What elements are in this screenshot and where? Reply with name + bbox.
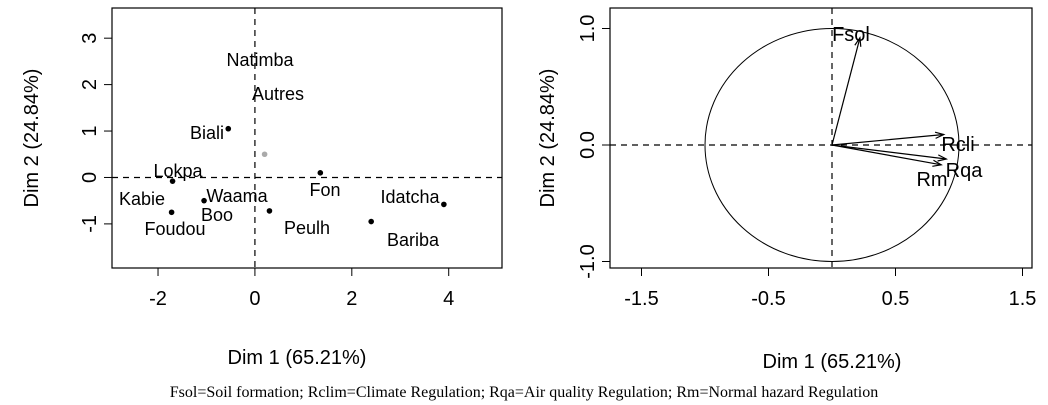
x-tick-label: 0 bbox=[249, 288, 260, 310]
plot-frame bbox=[609, 7, 1033, 269]
y-tick-label: 0.0 bbox=[577, 131, 599, 159]
point-label: Waama bbox=[206, 186, 268, 206]
x-tick-label: 2 bbox=[346, 288, 357, 310]
point-marker bbox=[169, 178, 176, 184]
y-axis-label: Dim 2 (24.84%) bbox=[21, 69, 43, 208]
y-tick-label: 3 bbox=[79, 33, 101, 44]
plot-frame bbox=[111, 7, 503, 269]
point-label: Natimba bbox=[226, 50, 294, 70]
vector-label: Rm bbox=[916, 169, 947, 191]
variable-vector bbox=[831, 133, 944, 146]
point-label: Lokpa bbox=[153, 161, 203, 181]
vector-arrowhead bbox=[932, 159, 943, 167]
point-marker bbox=[368, 218, 374, 225]
y-tick-label: 1.0 bbox=[577, 15, 599, 43]
point-marker bbox=[168, 209, 175, 216]
x-tick-label: 4 bbox=[443, 288, 454, 310]
vector-label: Fsol bbox=[832, 24, 870, 46]
vector-arrowhead bbox=[854, 36, 862, 47]
point-label: Bariba bbox=[387, 230, 440, 250]
x-tick-label: -2 bbox=[149, 288, 167, 310]
y-tick-label: 2 bbox=[79, 79, 101, 90]
x-tick-label: -1.5 bbox=[624, 288, 658, 310]
variable-vector bbox=[831, 144, 942, 166]
vector-arrowhead bbox=[934, 131, 946, 139]
point-marker bbox=[201, 197, 207, 204]
y-tick-label: 0 bbox=[79, 172, 101, 183]
point-label: Fon bbox=[309, 180, 340, 200]
point-label: Kabie bbox=[119, 189, 165, 209]
variable-vector bbox=[831, 37, 861, 146]
point-marker bbox=[261, 151, 268, 158]
vector-arrowhead bbox=[937, 154, 949, 162]
y-tick-label: -1.0 bbox=[577, 244, 599, 278]
point-label: Autres bbox=[252, 84, 304, 104]
x-axis-label: Dim 1 (65.21%) bbox=[763, 351, 902, 373]
point-marker bbox=[317, 170, 324, 176]
point-label: Peulh bbox=[284, 218, 330, 238]
point-label: Boo bbox=[201, 205, 233, 225]
variables-factor-map: -1.5 -0.5 0.5 1.5 -1.0 0.0 1.0 Dim 1 (65.21%) Di… bbox=[537, 7, 1037, 373]
x-tick-label: 0.5 bbox=[882, 288, 910, 310]
point-marker bbox=[441, 201, 447, 208]
x-tick-label: -0.5 bbox=[751, 288, 785, 310]
point-label: Foudou bbox=[144, 219, 205, 239]
point-label: Biali bbox=[190, 123, 224, 143]
x-tick-label: 1.5 bbox=[1009, 288, 1037, 310]
variable-vector bbox=[831, 144, 947, 160]
vector-label: Rqa bbox=[946, 160, 984, 182]
y-axis-label: Dim 2 (24.84%) bbox=[537, 69, 559, 208]
figure-caption: Fsol=Soil formation; Rclim=Climate Regul… bbox=[169, 384, 879, 401]
point-marker bbox=[225, 125, 232, 132]
point-marker bbox=[266, 208, 273, 214]
y-tick-label: 1 bbox=[79, 125, 101, 136]
y-tick-label: -1 bbox=[79, 215, 101, 233]
individuals-factor-map: -2 0 2 4 -1 0 1 2 3 Dim 1 (65.21%) Dim 2 (24.84%) N… bbox=[21, 7, 503, 369]
vector-label: Rcli bbox=[941, 134, 974, 156]
point-label: Idatcha bbox=[380, 187, 440, 207]
x-axis-label: Dim 1 (65.21%) bbox=[228, 347, 367, 369]
